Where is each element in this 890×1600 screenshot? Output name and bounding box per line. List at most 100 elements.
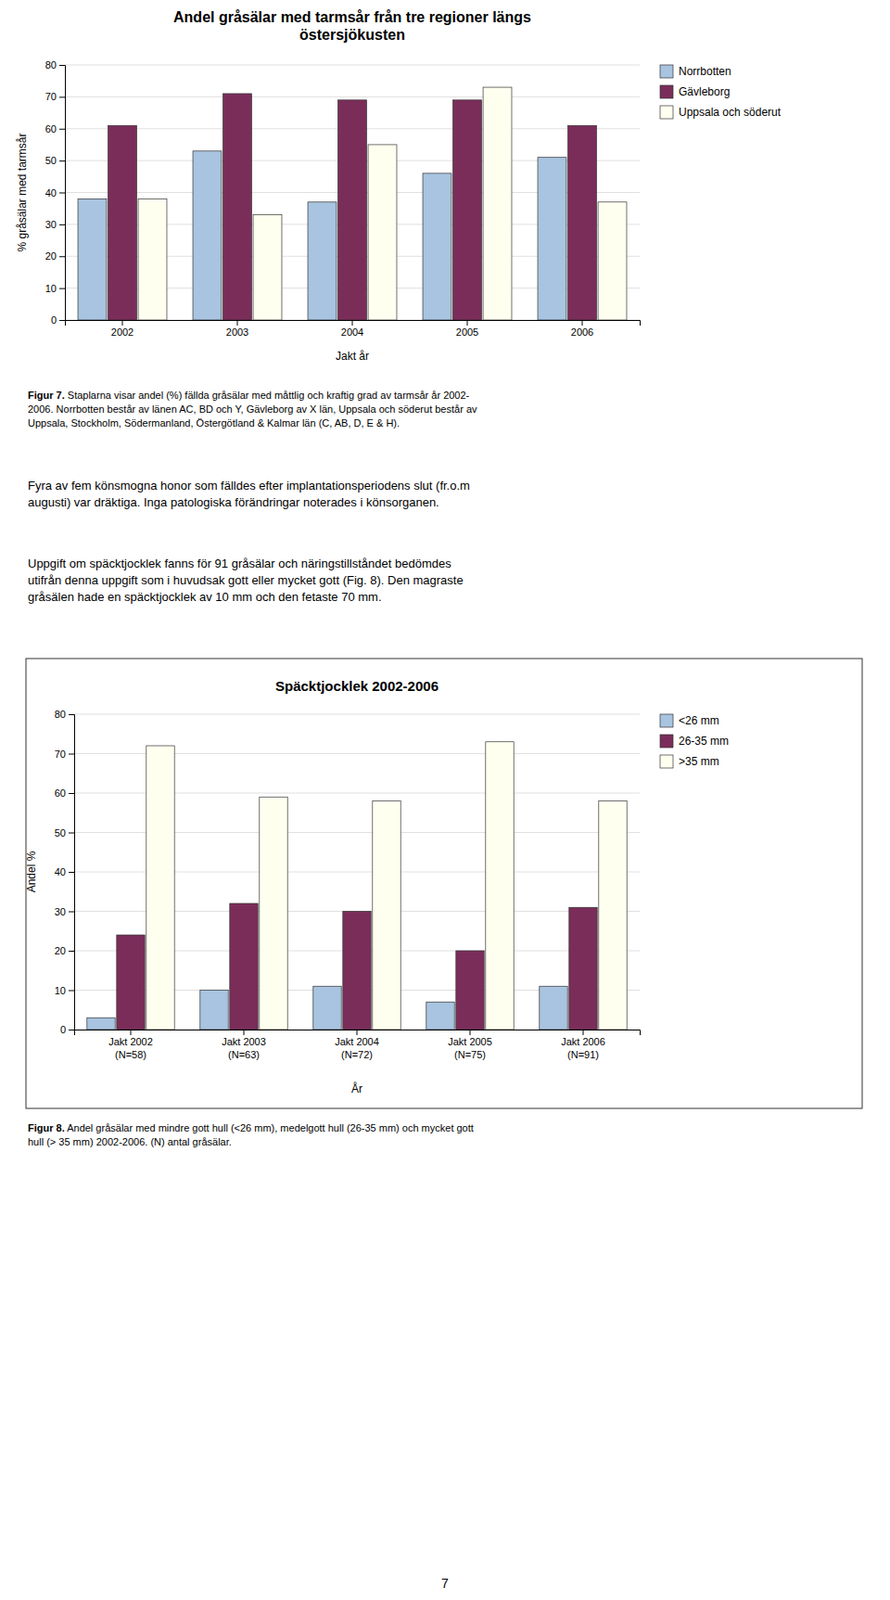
x-tick-mark xyxy=(356,1029,358,1035)
text-line: Jakt 2004 xyxy=(334,1035,380,1047)
y-tick-label: 50 xyxy=(45,154,57,166)
y-tick-label: 50 xyxy=(54,826,66,839)
x-tick-mark xyxy=(237,319,239,326)
grid-line xyxy=(74,713,640,715)
text-line: augusti) var dräktiga. Inga patologiska … xyxy=(27,495,440,509)
text-line: (N=91) xyxy=(567,1048,599,1060)
y-tick-label: 40 xyxy=(54,865,66,878)
grid-line xyxy=(64,96,640,98)
y-axis-line xyxy=(59,65,66,321)
y-tick-mark xyxy=(68,1029,75,1030)
y-tick: 10 xyxy=(45,282,65,294)
x-tick: Jakt 2002(N=58) xyxy=(108,1029,153,1060)
text-line: Andel gråsälar med tarmsår från tre regi… xyxy=(173,9,532,26)
bar xyxy=(569,906,598,1030)
legend-label: >35 mm xyxy=(678,754,720,768)
legend-item: >35 mm xyxy=(660,754,720,768)
bar xyxy=(426,1001,455,1030)
y-tick-label: 10 xyxy=(45,282,57,294)
x-tick-mark xyxy=(243,1029,245,1035)
y-tick-label: 30 xyxy=(45,218,57,230)
bar xyxy=(229,902,258,1030)
caption-text: Andel gråsälar med mindre gott hull (<26… xyxy=(27,1121,474,1147)
chart-title: Andel gråsälar med tarmsår från tre regi… xyxy=(173,9,532,43)
legend-item: Norrbotten xyxy=(660,64,732,78)
y-tick-mark xyxy=(68,792,75,794)
y-tick-label: 60 xyxy=(45,123,57,135)
y-tick-label: 30 xyxy=(54,905,66,917)
bar xyxy=(259,796,288,1030)
y-axis-title: Andel % xyxy=(25,850,39,892)
y-tick-mark xyxy=(59,160,65,162)
bar xyxy=(77,198,107,320)
bar xyxy=(372,801,401,1030)
bar xyxy=(313,985,342,1030)
legend-swatch xyxy=(660,754,674,768)
text-line: 2006. Norrbotten består av länen AC, BD … xyxy=(27,403,478,415)
page: 0102030405060708020022003200420052006And… xyxy=(0,0,890,1600)
text-line: Jakt 2002 xyxy=(108,1035,153,1047)
text-line: Staplarna visar andel (%) fällda gråsäla… xyxy=(64,389,471,401)
text-line: (N=75) xyxy=(454,1048,486,1060)
y-tick-label: 10 xyxy=(54,984,66,996)
x-tick-label: Jakt 2003(N=63) xyxy=(221,1035,267,1060)
bar xyxy=(456,950,484,1030)
y-tick-mark xyxy=(59,224,65,226)
text-line: (N=63) xyxy=(228,1048,260,1060)
text-line: Jakt 2006 xyxy=(560,1035,606,1047)
y-tick: 80 xyxy=(54,708,75,720)
y-tick: 50 xyxy=(54,826,75,839)
x-axis: 20022003200420052006 xyxy=(65,319,641,338)
y-tick: 40 xyxy=(54,865,75,878)
y-tick-mark xyxy=(59,96,65,98)
x-tick-label: 2002 xyxy=(111,326,134,338)
chart-title: Späcktjocklek 2002-2006 xyxy=(275,677,439,694)
y-tick-mark xyxy=(59,319,65,321)
bar xyxy=(307,202,337,320)
y-tick-label: 20 xyxy=(45,250,57,262)
bar xyxy=(597,202,627,320)
legend-swatch xyxy=(660,713,674,727)
text-line: Andel gråsälar med mindre gott hull (<26… xyxy=(64,1121,474,1133)
bar xyxy=(87,1017,115,1030)
bar xyxy=(338,100,368,320)
legend-label: Gävleborg xyxy=(678,85,730,99)
y-tick-label: 70 xyxy=(45,90,57,102)
x-tick-mark xyxy=(122,319,124,326)
bar xyxy=(223,93,253,320)
bar-series xyxy=(146,741,627,1030)
y-tick: 50 xyxy=(45,154,65,166)
y-tick-mark xyxy=(68,832,75,834)
y-tick: 0 xyxy=(50,314,65,326)
y-tick-mark xyxy=(68,713,75,715)
grid xyxy=(64,64,640,320)
chart-frame xyxy=(25,658,863,1108)
legend-item: 26-35 mm xyxy=(660,734,729,748)
legend-swatch xyxy=(660,64,674,78)
bar xyxy=(343,911,371,1030)
caption-text: Staplarna visar andel (%) fällda gråsäla… xyxy=(27,389,478,429)
chart: 01020304050607080Jakt 2002(N=58)Jakt 200… xyxy=(25,658,863,1108)
text-line: Fyra av fem könsmogna honor som fälldes … xyxy=(27,478,471,493)
text-line: Jakt 2005 xyxy=(447,1035,493,1047)
bar xyxy=(368,144,397,320)
x-tick-label: Jakt 2006(N=91) xyxy=(560,1035,606,1060)
bar-series xyxy=(138,87,627,320)
bar xyxy=(422,173,452,320)
y-tick: 30 xyxy=(45,218,65,230)
y-tick-label: 0 xyxy=(60,1023,66,1035)
legend-label: Uppsala och söderut xyxy=(678,105,782,119)
y-tick-label: 80 xyxy=(54,708,66,720)
x-tick-label: 2006 xyxy=(571,326,594,338)
x-tick-label: Jakt 2002(N=58) xyxy=(108,1035,153,1060)
x-tick: Jakt 2006(N=91) xyxy=(560,1029,606,1060)
bar xyxy=(483,87,512,320)
x-tick: 2004 xyxy=(341,319,364,338)
legend-item: Uppsala och söderut xyxy=(660,105,782,119)
y-tick: 20 xyxy=(54,944,75,956)
x-tick: 2005 xyxy=(456,319,479,338)
y-tick-mark xyxy=(59,192,65,194)
y-axis: 01020304050607080 xyxy=(45,59,66,326)
y-tick: 70 xyxy=(54,748,75,760)
legend-item: <26 mm xyxy=(660,713,720,727)
